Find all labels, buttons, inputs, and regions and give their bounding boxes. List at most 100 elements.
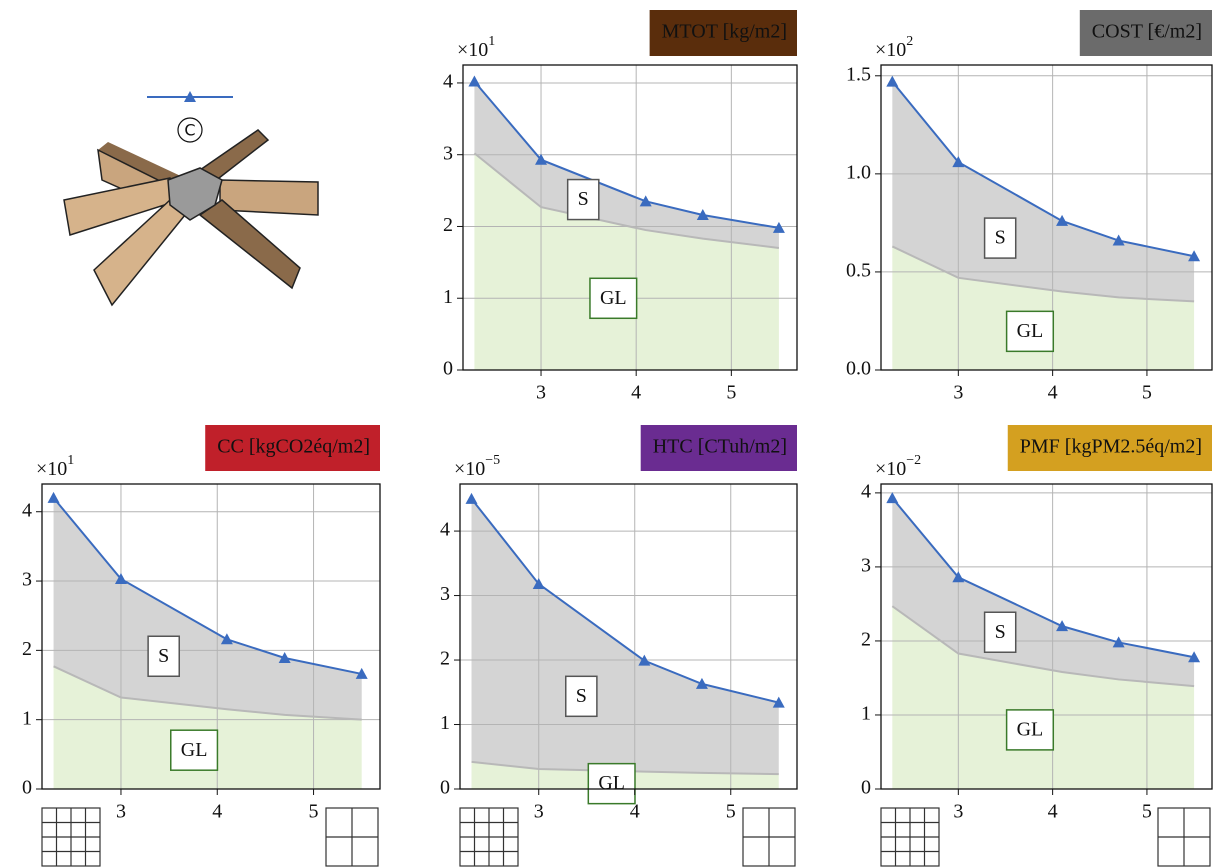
region-label-box xyxy=(566,178,600,221)
y-offset: ×10−5 xyxy=(454,453,500,479)
region-label-box xyxy=(983,611,1017,653)
area xyxy=(53,497,362,720)
y-tick-label: 2 xyxy=(861,629,871,651)
x-tick-label: 3 xyxy=(536,382,546,404)
marker xyxy=(1056,214,1069,226)
chart-title: COST [€/m2] xyxy=(1092,21,1202,43)
marker xyxy=(355,667,368,679)
x-tick-label: 3 xyxy=(953,382,963,404)
region-label-box xyxy=(1005,310,1055,353)
region-label: GL xyxy=(598,772,625,794)
region-label-box xyxy=(170,729,219,771)
marker xyxy=(220,633,233,645)
x-tick-label: 5 xyxy=(726,382,736,404)
title-badge xyxy=(205,425,380,471)
area xyxy=(892,498,1195,687)
y-tick-label: 2 xyxy=(440,648,450,670)
y-offset-exponent: 1 xyxy=(488,34,495,49)
marker xyxy=(1056,620,1069,632)
y-tick-label: 0 xyxy=(440,777,450,799)
y-tick-label: 4 xyxy=(443,71,453,93)
y-offset: ×10−2 xyxy=(875,453,921,479)
region-label: S xyxy=(576,685,587,707)
area xyxy=(474,153,779,370)
marker xyxy=(696,208,709,220)
region-label-box xyxy=(589,277,638,320)
chart-title: CC [kgCO2éq/m2] xyxy=(217,436,370,458)
marker xyxy=(639,195,652,207)
legend-marker xyxy=(184,91,196,102)
chart-title: HTC [CTuh/m2] xyxy=(653,436,787,458)
marker xyxy=(535,153,548,165)
x-tick-label: 4 xyxy=(630,801,640,823)
region-label-box xyxy=(147,635,180,678)
marker xyxy=(465,492,478,504)
x-tick-label: 4 xyxy=(1048,801,1058,823)
axes-frame xyxy=(880,483,1213,790)
x-tick-label: 5 xyxy=(726,801,736,823)
series-line xyxy=(473,152,780,249)
area xyxy=(892,246,1195,370)
axes-frame xyxy=(880,64,1213,371)
region-label: GL xyxy=(1017,718,1044,740)
region-label: S xyxy=(995,621,1006,643)
title-badge xyxy=(1007,425,1212,471)
marker xyxy=(952,571,965,583)
x-tick-label: 3 xyxy=(116,801,126,823)
series-line xyxy=(891,605,1195,688)
chart-title: PMF [kgPM2.5éq/m2] xyxy=(1020,436,1202,458)
y-tick-label: 0 xyxy=(861,777,871,799)
region-label-box xyxy=(587,762,636,805)
area xyxy=(53,666,362,789)
y-tick-label: 1 xyxy=(443,286,453,308)
chart-panel: GL S 0 1 2 3 4 3 4 5 ×10−2 PMF [kgPM2.5éq/m2] xyxy=(861,425,1213,867)
x-tick-label: 4 xyxy=(212,801,222,823)
x-tick-label: 5 xyxy=(1142,382,1152,404)
region-label: GL xyxy=(181,739,208,761)
series-line xyxy=(471,760,779,776)
y-offset-base: ×10 xyxy=(454,458,485,480)
marker xyxy=(278,651,291,663)
marker xyxy=(114,572,127,584)
title-badge xyxy=(1079,10,1212,56)
x-tick-label: 4 xyxy=(631,382,641,404)
region-label-box xyxy=(565,675,598,718)
x-tick-label: 5 xyxy=(1142,801,1152,823)
y-tick-label: 1 xyxy=(861,703,871,725)
y-offset-exponent: 2 xyxy=(906,34,913,49)
marker xyxy=(1188,651,1201,663)
marker xyxy=(1112,636,1125,648)
marker xyxy=(1112,234,1125,246)
y-offset-base: ×10 xyxy=(457,39,488,61)
region-label: S xyxy=(995,227,1006,249)
marker xyxy=(468,75,481,87)
marker xyxy=(952,156,965,168)
x-tick-label: 3 xyxy=(953,801,963,823)
y-tick-label: 0 xyxy=(443,358,453,380)
y-tick-label: 1.0 xyxy=(846,161,871,183)
area xyxy=(892,81,1195,302)
y-tick-label: 1 xyxy=(440,712,450,734)
region-label-box xyxy=(1005,709,1055,751)
marker xyxy=(886,75,899,87)
marker xyxy=(772,696,785,708)
y-tick-label: 0.0 xyxy=(846,358,871,380)
axes-frame xyxy=(41,483,381,790)
series-line xyxy=(53,665,362,721)
marker xyxy=(1188,250,1201,262)
area xyxy=(474,81,779,248)
x-tick-label: 3 xyxy=(534,801,544,823)
region-label: GL xyxy=(1017,320,1044,342)
legend-label: C xyxy=(184,121,195,140)
x-tick-label: 4 xyxy=(1048,382,1058,404)
marker xyxy=(532,577,545,589)
y-offset-base: ×10 xyxy=(875,458,906,480)
y-tick-label: 3 xyxy=(861,555,871,577)
marker xyxy=(886,492,899,504)
legend-circle xyxy=(177,117,203,143)
title-badge xyxy=(649,10,797,56)
